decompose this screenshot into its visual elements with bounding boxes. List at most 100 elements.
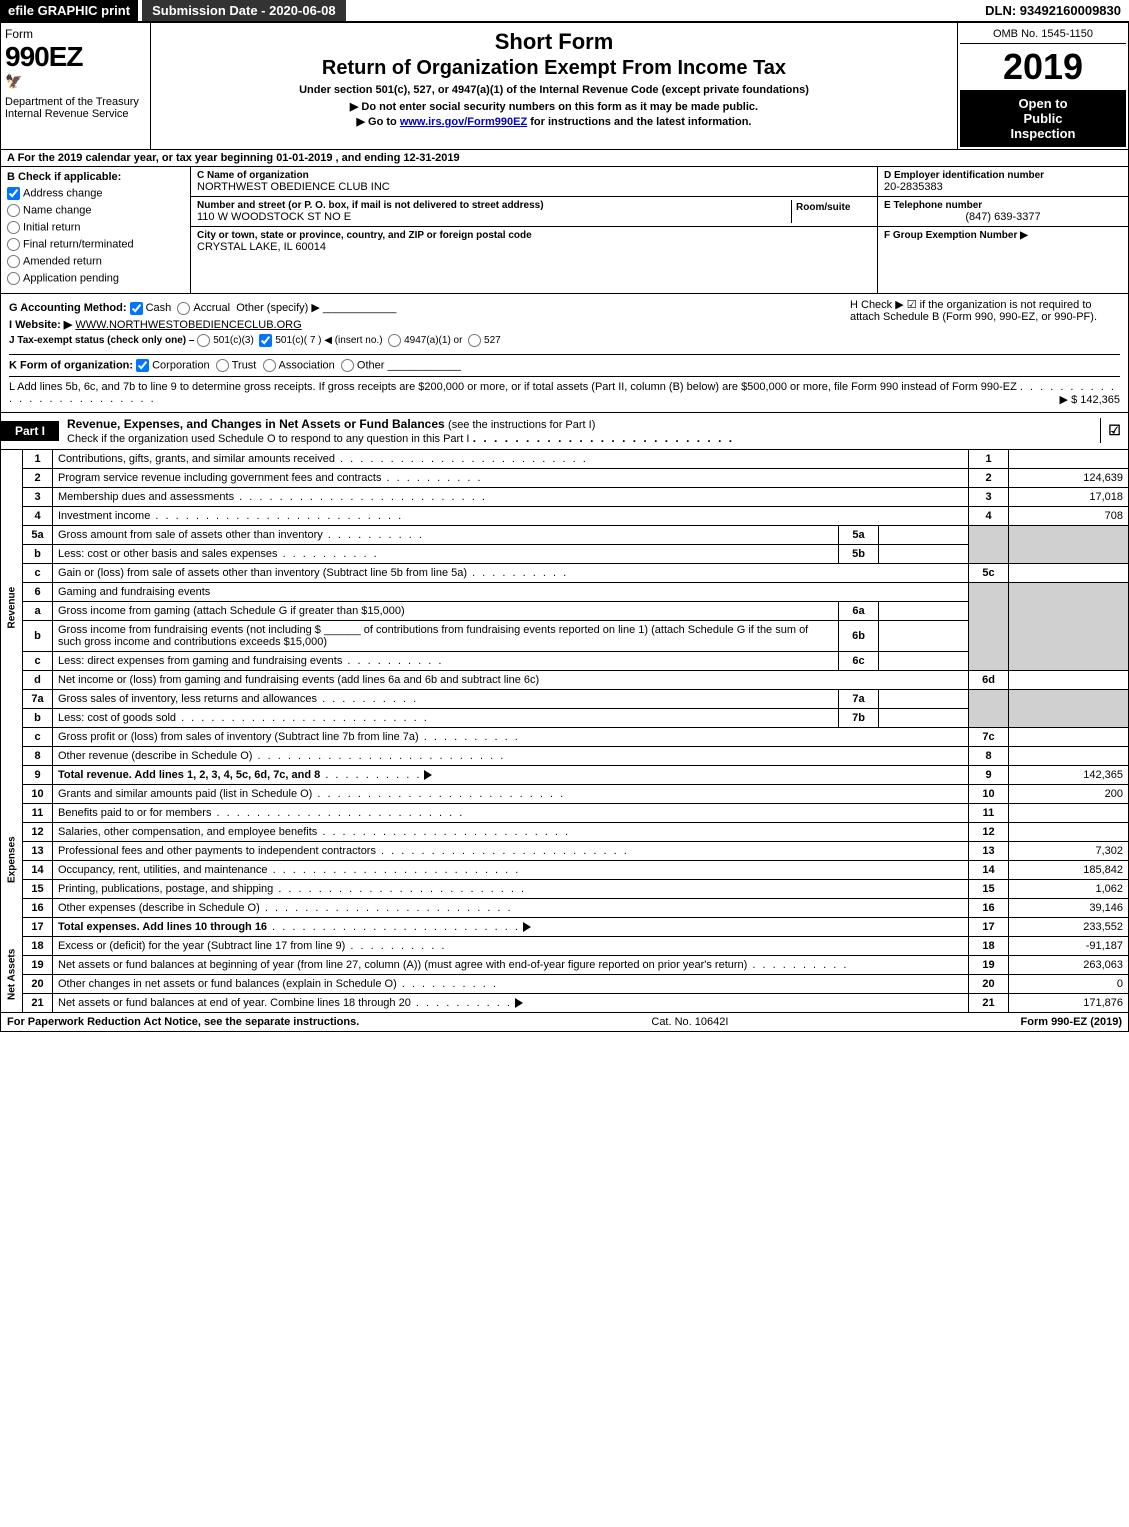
- checkbox-501c[interactable]: [259, 334, 272, 347]
- row-18-num: 18: [23, 936, 53, 955]
- label-address-change: Address change: [23, 187, 103, 199]
- row-2-desc: Program service revenue including govern…: [53, 468, 969, 487]
- row-5b: b Less: cost or other basis and sales ex…: [1, 544, 1129, 563]
- box-e: E Telephone number (847) 639-3377: [878, 197, 1128, 227]
- short-form-title: Short Form: [159, 29, 949, 55]
- row-17-linenum: 17: [969, 917, 1009, 936]
- line-k: K Form of organization: Corporation Trus…: [9, 354, 1120, 372]
- row-14-linenum: 14: [969, 860, 1009, 879]
- part1-schedule-o-checkbox[interactable]: ☑: [1100, 418, 1128, 443]
- row-6d-num: d: [23, 670, 53, 689]
- row-6: 6 Gaming and fundraising events: [1, 582, 1129, 601]
- city-label: City or town, state or province, country…: [197, 230, 871, 241]
- radio-trust[interactable]: [216, 359, 229, 372]
- radio-amended-return[interactable]: [7, 255, 20, 268]
- radio-application-pending[interactable]: [7, 272, 20, 285]
- radio-501c3[interactable]: [197, 334, 210, 347]
- check-amended-return[interactable]: Amended return: [7, 255, 184, 268]
- row-8-val: [1009, 746, 1129, 765]
- box-b-title: B Check if applicable:: [7, 171, 184, 183]
- row-6-grey2: [1009, 582, 1129, 670]
- row-7a-num: 7a: [23, 689, 53, 708]
- row-6d-val: [1009, 670, 1129, 689]
- row-2-num: 2: [23, 468, 53, 487]
- row-11-linenum: 11: [969, 803, 1009, 822]
- row-5ab-grey1: [969, 525, 1009, 563]
- triangle-icon: [424, 770, 432, 780]
- check-initial-return[interactable]: Initial return: [7, 221, 184, 234]
- irs-instructions-link[interactable]: www.irs.gov/Form990EZ: [400, 116, 527, 128]
- check-name-change[interactable]: Name change: [7, 204, 184, 217]
- row-15-num: 15: [23, 879, 53, 898]
- row-7a-subnum: 7a: [839, 689, 879, 708]
- radio-final-return[interactable]: [7, 238, 20, 251]
- row-1: Revenue 1 Contributions, gifts, grants, …: [1, 450, 1129, 469]
- radio-initial-return[interactable]: [7, 221, 20, 234]
- radio-accrual[interactable]: [177, 302, 190, 315]
- row-5c-linenum: 5c: [969, 563, 1009, 582]
- row-15-desc: Printing, publications, postage, and shi…: [53, 879, 969, 898]
- row-7a: 7a Gross sales of inventory, less return…: [1, 689, 1129, 708]
- row-7ab-grey1: [969, 689, 1009, 727]
- checkbox-corporation[interactable]: [136, 359, 149, 372]
- row-19-num: 19: [23, 955, 53, 974]
- checkbox-address-change[interactable]: [7, 187, 20, 200]
- row-6c: c Less: direct expenses from gaming and …: [1, 651, 1129, 670]
- row-17-desc: Total expenses. Add lines 10 through 16: [53, 917, 969, 936]
- radio-other-org[interactable]: [341, 359, 354, 372]
- row-19: 19 Net assets or fund balances at beginn…: [1, 955, 1129, 974]
- row-19-val: 263,063: [1009, 955, 1129, 974]
- row-14: 14 Occupancy, rent, utilities, and maint…: [1, 860, 1129, 879]
- irs-seal-icon: 🦅: [5, 73, 146, 90]
- line-j-label: J Tax-exempt status (check only one) –: [9, 335, 194, 346]
- row-6a: a Gross income from gaming (attach Sched…: [1, 601, 1129, 620]
- check-address-change[interactable]: Address change: [7, 187, 184, 200]
- check-application-pending[interactable]: Application pending: [7, 272, 184, 285]
- city-row: City or town, state or province, country…: [191, 227, 877, 256]
- line-j: J Tax-exempt status (check only one) – 5…: [9, 334, 840, 347]
- row-5a: 5a Gross amount from sale of assets othe…: [1, 525, 1129, 544]
- radio-name-change[interactable]: [7, 204, 20, 217]
- row-6d-linenum: 6d: [969, 670, 1009, 689]
- row-6a-desc: Gross income from gaming (attach Schedul…: [53, 601, 839, 620]
- efile-print-button[interactable]: efile GRAPHIC print: [0, 0, 138, 21]
- part1-header-row: Part I Revenue, Expenses, and Changes in…: [0, 413, 1129, 450]
- box-b: B Check if applicable: Address change Na…: [1, 167, 191, 293]
- check-final-return[interactable]: Final return/terminated: [7, 238, 184, 251]
- row-4-val: 708: [1009, 506, 1129, 525]
- row-3-num: 3: [23, 487, 53, 506]
- top-bar: efile GRAPHIC print Submission Date - 20…: [0, 0, 1129, 22]
- dln-label: DLN: 93492160009830: [977, 0, 1129, 21]
- row-2: 2 Program service revenue including gove…: [1, 468, 1129, 487]
- row-2-val: 124,639: [1009, 468, 1129, 487]
- radio-527[interactable]: [468, 334, 481, 347]
- part1-check-instr: Check if the organization used Schedule …: [67, 433, 469, 445]
- row-6c-desc: Less: direct expenses from gaming and fu…: [53, 651, 839, 670]
- row-6c-subnum: 6c: [839, 651, 879, 670]
- radio-association[interactable]: [263, 359, 276, 372]
- irs-label: Internal Revenue Service: [5, 108, 146, 120]
- subtitle-ssn-warning: ▶ Do not enter social security numbers o…: [159, 100, 949, 113]
- label-corporation: Corporation: [152, 359, 209, 371]
- row-11-desc: Benefits paid to or for members: [53, 803, 969, 822]
- row-21-linenum: 21: [969, 993, 1009, 1012]
- street-value: 110 W WOODSTOCK ST NO E: [197, 211, 791, 223]
- radio-4947[interactable]: [388, 334, 401, 347]
- part1-title-text: Revenue, Expenses, and Changes in Net As…: [67, 417, 445, 431]
- label-trust: Trust: [232, 359, 257, 371]
- row-11-val: [1009, 803, 1129, 822]
- triangle-icon-17: [523, 922, 531, 932]
- row-10-num: 10: [23, 784, 53, 803]
- row-21-desc: Net assets or fund balances at end of ye…: [53, 993, 969, 1012]
- row-15: 15 Printing, publications, postage, and …: [1, 879, 1129, 898]
- header-center: Short Form Return of Organization Exempt…: [151, 23, 958, 149]
- row-6c-subval: [879, 651, 969, 670]
- row-7a-subval: [879, 689, 969, 708]
- row-5a-num: 5a: [23, 525, 53, 544]
- subtitle-goto: ▶ Go to www.irs.gov/Form990EZ for instru…: [159, 115, 949, 128]
- website-value[interactable]: WWW.NORTHWESTOBEDIENCECLUB.ORG: [75, 319, 301, 331]
- row-13-num: 13: [23, 841, 53, 860]
- checkbox-cash[interactable]: [130, 302, 143, 315]
- row-14-desc: Occupancy, rent, utilities, and maintena…: [53, 860, 969, 879]
- row-17-val: 233,552: [1009, 917, 1129, 936]
